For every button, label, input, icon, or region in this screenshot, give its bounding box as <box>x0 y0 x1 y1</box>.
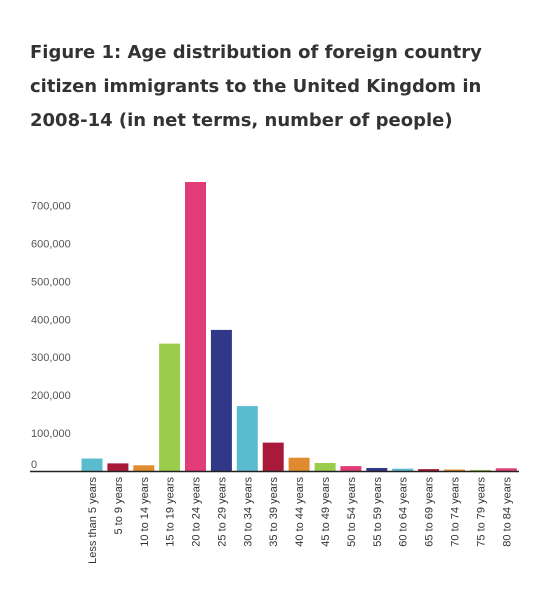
bar <box>469 469 491 471</box>
bar <box>133 465 155 471</box>
x-tick-label: Less than 5 years <box>87 477 99 564</box>
bar <box>185 182 206 471</box>
bar <box>107 463 129 471</box>
bar <box>444 469 465 471</box>
y-tick-label: 200,000 <box>31 390 71 402</box>
bar <box>314 463 336 471</box>
x-tick-label: 30 to 34 years <box>242 477 254 547</box>
x-tick-label: 15 to 19 years <box>165 477 177 547</box>
bar <box>262 442 284 471</box>
x-tick-label: 70 to 74 years <box>450 477 462 547</box>
bar <box>288 457 310 471</box>
bar <box>81 458 103 471</box>
y-tick-label: 0 <box>31 459 37 471</box>
x-tick-label: 25 to 29 years <box>216 477 228 547</box>
x-tick-label: 5 to 9 years <box>113 477 125 535</box>
bar <box>366 468 388 471</box>
y-tick-label: 400,000 <box>31 314 71 326</box>
x-tick-label: 60 to 64 years <box>398 477 410 547</box>
bar <box>210 329 232 471</box>
x-axis-labels: Less than 5 years 5 to 9 years 10 to 14 ye… <box>87 477 513 564</box>
y-tick-label: 700,000 <box>31 201 71 213</box>
x-tick-label: 75 to 79 years <box>475 477 487 547</box>
x-tick-label: 80 to 84 years <box>501 477 513 547</box>
x-tick-label: 55 to 59 years <box>372 477 384 547</box>
bar <box>495 468 517 471</box>
x-tick-label: 10 to 14 years <box>139 477 151 547</box>
x-tick-label: 40 to 44 years <box>294 477 306 547</box>
chart-title: Figure 1: Age distribution of foreign co… <box>30 42 482 131</box>
x-tick-label: 65 to 69 years <box>424 477 436 547</box>
bar <box>418 469 440 471</box>
y-axis-ticks: 0 100,000 200,000 300,000 400,000 500,000 600,… <box>31 201 71 472</box>
y-tick-label: 100,000 <box>31 428 71 440</box>
bar <box>159 343 181 471</box>
y-tick-label: 500,000 <box>31 276 71 288</box>
bar <box>392 468 414 471</box>
x-tick-label: 50 to 54 years <box>346 477 358 547</box>
bars <box>81 182 517 471</box>
y-tick-label: 300,000 <box>31 352 71 364</box>
bar <box>340 466 362 471</box>
x-tick-label: 35 to 39 years <box>268 477 280 547</box>
y-tick-label: 600,000 <box>31 238 71 250</box>
x-tick-label: 45 to 49 years <box>320 477 332 547</box>
bar <box>236 406 258 471</box>
x-tick-label: 20 to 24 years <box>191 477 203 547</box>
